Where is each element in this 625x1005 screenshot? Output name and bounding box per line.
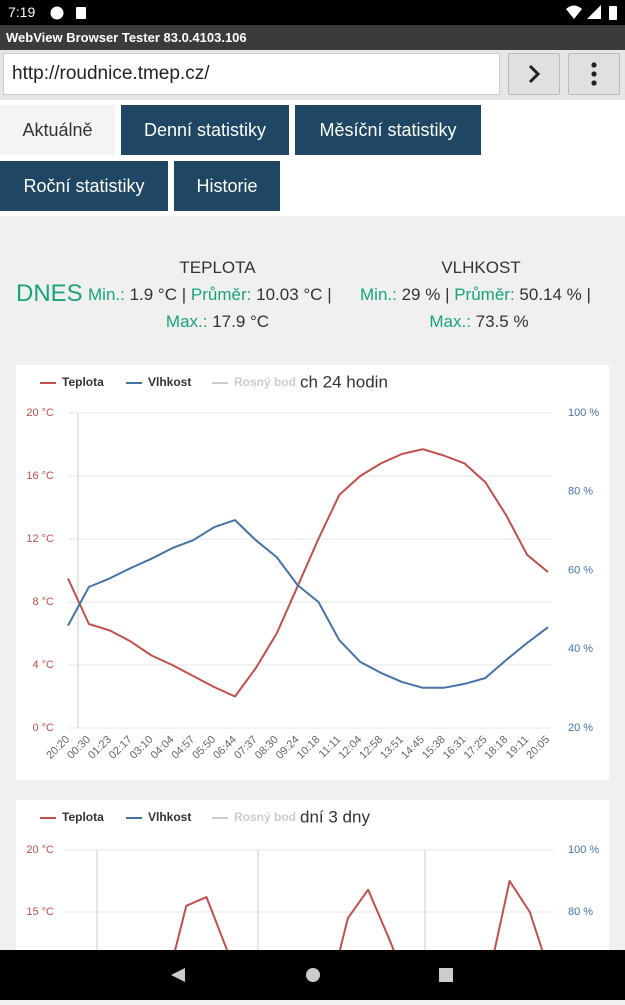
chart-card xyxy=(16,365,609,780)
y-tick-label: 20 °C xyxy=(26,844,54,856)
legend-label: Rosný bod xyxy=(234,375,296,389)
series-line xyxy=(67,519,549,689)
menu-button[interactable] xyxy=(568,53,620,95)
status-icons xyxy=(50,6,86,20)
clock: 7:19 xyxy=(8,4,36,20)
y2-tick-label: 80 % xyxy=(568,486,593,498)
value: 50.14 % xyxy=(519,285,582,304)
y2-tick-label: 60 % xyxy=(568,564,593,576)
sep: | xyxy=(445,285,450,304)
temp-max: Max.: 17.9 °C xyxy=(0,312,435,332)
value: 1.9 °C xyxy=(129,285,178,304)
stat-label: TEPLOTA xyxy=(179,258,256,277)
y-tick-label: 12 °C xyxy=(26,533,54,545)
status-bar: 7:19 xyxy=(0,0,625,25)
tab[interactable]: Roční statistiky xyxy=(0,161,168,211)
y2-tick-label: 100 % xyxy=(568,844,599,856)
temp-stats: Min.: 1.9 °C | Průměr: 10.03 °C | xyxy=(88,285,332,305)
recents[interactable] xyxy=(439,968,453,982)
back[interactable] xyxy=(171,968,185,982)
nav-bar xyxy=(0,950,625,1000)
y2-tick-label: 100 % xyxy=(568,407,599,419)
y2-tick-label: 20 % xyxy=(568,722,593,734)
legend-label: Teplota xyxy=(62,810,104,824)
label: Max.: xyxy=(429,312,471,331)
stat-label: VLHKOST xyxy=(441,258,521,277)
tab[interactable]: Denní statistiky xyxy=(121,105,289,155)
menu-icon xyxy=(591,62,597,86)
y-tick-label: 0 °C xyxy=(32,722,54,734)
series-line xyxy=(67,448,549,698)
legend-label: Teplota xyxy=(62,375,104,389)
y-tick-label: 15 °C xyxy=(26,906,54,918)
tab[interactable]: Měsíční statistiky xyxy=(295,105,481,155)
go-button[interactable] xyxy=(508,53,560,95)
url-bar: http://roudnice.tmep.cz/ xyxy=(0,50,625,100)
value: 17.9 °C xyxy=(212,312,270,331)
today-label: DNES xyxy=(16,280,83,307)
value: 10.03 °C xyxy=(256,285,323,304)
url-input[interactable]: http://roudnice.tmep.cz/ xyxy=(3,53,500,95)
tab[interactable]: Aktuálně xyxy=(0,105,115,155)
y-tick-label: 20 °C xyxy=(26,407,54,419)
chart-title: ch 24 hodin xyxy=(300,372,388,391)
y-tick-label: 4 °C xyxy=(32,659,54,671)
app-title: WebView Browser Tester 83.0.4103.106 xyxy=(0,25,625,50)
label: Průměr: xyxy=(190,285,252,304)
hum-stats: Min.: 29 % | Průměr: 50.14 % | xyxy=(360,285,591,305)
value: 29 % xyxy=(401,285,441,304)
sep: | xyxy=(181,285,187,304)
go-icon xyxy=(528,64,541,84)
label: Max.: xyxy=(165,312,208,331)
y2-tick-label: 80 % xyxy=(568,906,593,918)
legend-label: Vlhkost xyxy=(148,810,191,824)
sep: | xyxy=(586,285,591,304)
y-tick-label: 8 °C xyxy=(32,596,54,608)
value: 73.5 % xyxy=(475,312,529,331)
tab[interactable]: Historie xyxy=(174,161,280,211)
sep: | xyxy=(327,285,332,304)
y2-tick-label: 40 % xyxy=(568,643,593,655)
label: Min.: xyxy=(88,285,125,304)
label: Průměr: xyxy=(454,285,515,304)
y-tick-label: 16 °C xyxy=(26,470,54,482)
legend-label: Rosný bod xyxy=(234,810,296,824)
legend-label: Vlhkost xyxy=(148,375,191,389)
hum-max: Max.: 73.5 % xyxy=(360,312,598,332)
label: Min.: xyxy=(360,285,397,304)
system-icons xyxy=(566,5,617,20)
nav-icons xyxy=(171,968,453,982)
home[interactable] xyxy=(306,968,320,982)
tabs: Aktuálně Denní statistiky Měsíční statis… xyxy=(0,100,625,216)
chart-title: dní 3 dny xyxy=(300,807,370,826)
